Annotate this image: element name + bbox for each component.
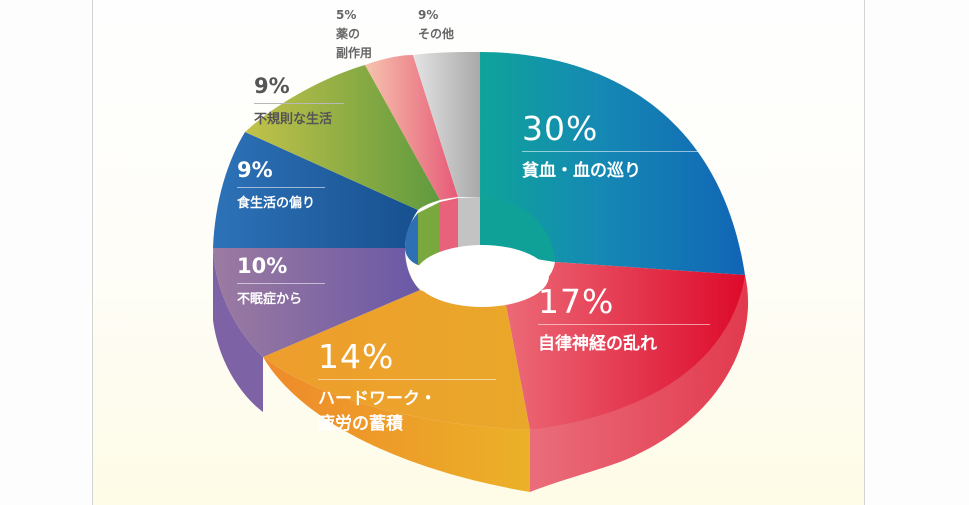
name-hardwork-2: 疲労の蓄積 (318, 413, 403, 434)
donut-hole (415, 245, 549, 307)
label-insomnia: 10% 不眠症から (237, 256, 325, 310)
name-side-effect-2: 副作用 (336, 46, 373, 61)
slice-side-red (530, 275, 749, 492)
label-side-effect: 5% 薬の 副作用 (336, 6, 372, 64)
slice-irregular[interactable] (245, 65, 440, 210)
divider (254, 103, 344, 104)
name-autonomic: 自律神経の乱れ (538, 334, 657, 354)
divider (237, 187, 325, 188)
slice-insomnia[interactable] (213, 248, 420, 357)
pct-other: 9% (418, 8, 439, 22)
label-other: 9% その他 (418, 6, 454, 44)
pct-autonomic: 17% (538, 282, 615, 321)
pct-insomnia: 10% (237, 254, 288, 278)
divider (522, 151, 700, 152)
label-hardwork: 14% ハードワーク・ 疲労の蓄積 (318, 340, 496, 436)
name-hardwork: ハードワーク・ (318, 389, 437, 409)
pct-side-effect: 5% (336, 8, 357, 22)
hole-wall-teal (480, 197, 555, 262)
name-irregular: 不規則な生活 (254, 112, 333, 127)
slice-other[interactable] (413, 52, 480, 197)
divider (237, 283, 325, 284)
pct-diet: 9% (237, 158, 273, 182)
label-autonomic: 17% 自律神経の乱れ (538, 285, 710, 357)
pct-irregular: 9% (254, 74, 290, 98)
hole-wall-navy (405, 213, 418, 265)
divider (318, 379, 496, 380)
slice-side-orange (263, 357, 530, 492)
pct-anemia: 30% (522, 109, 599, 148)
name-anemia: 貧血・血の巡り (522, 161, 641, 181)
slice-diet[interactable] (213, 132, 418, 248)
slice-side-effect[interactable] (365, 55, 458, 200)
label-anemia: 30% 貧血・血の巡り (522, 112, 700, 184)
name-side-effect: 薬の (336, 27, 361, 42)
divider (538, 324, 710, 325)
slice-autonomic[interactable] (505, 262, 745, 430)
slice-hardwork[interactable] (263, 290, 530, 430)
name-insomnia: 不眠症から (237, 292, 303, 307)
label-diet: 9% 食生活の偏り (237, 160, 325, 214)
name-other: その他 (418, 27, 455, 42)
slice-anemia[interactable] (480, 52, 745, 275)
name-diet: 食生活の偏り (237, 196, 316, 211)
hole-wall-gray (458, 197, 480, 255)
label-irregular: 9% 不規則な生活 (254, 76, 344, 130)
slice-side-purple (213, 248, 263, 412)
pct-hardwork: 14% (318, 337, 395, 376)
